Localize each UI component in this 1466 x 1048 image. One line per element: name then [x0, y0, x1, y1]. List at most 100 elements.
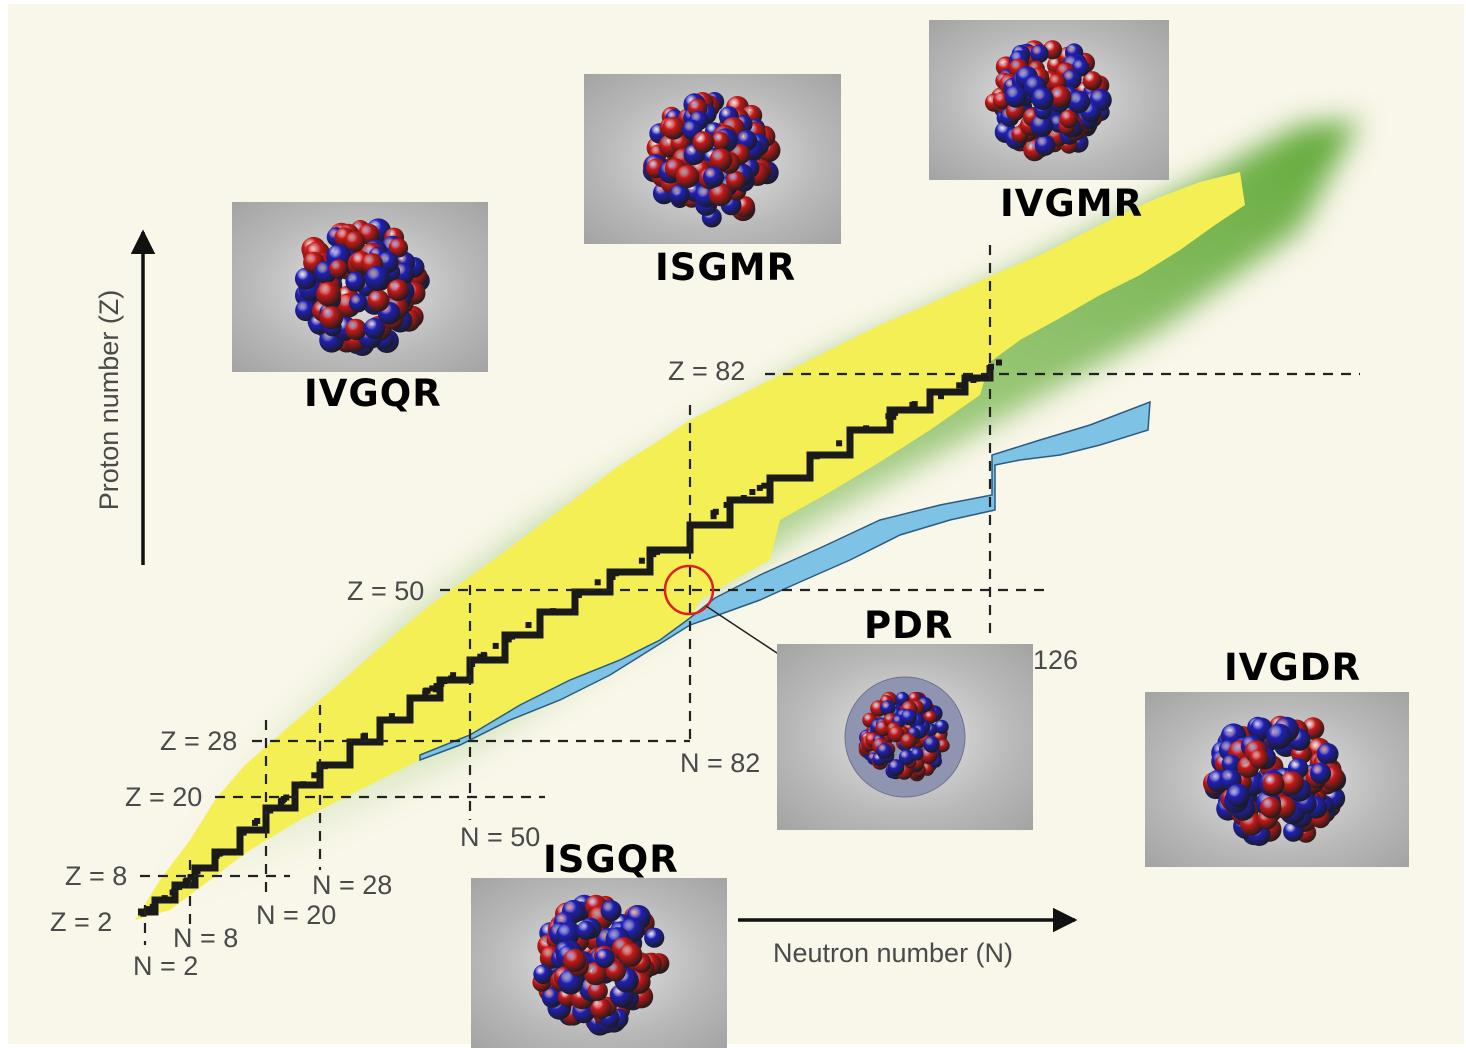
stable-isotope [813, 453, 820, 460]
stable-isotope-dots [140, 359, 1002, 917]
n20-label: N = 20 [256, 900, 336, 930]
stable-isotope [575, 592, 582, 598]
stable-isotope [194, 868, 201, 875]
pdr-nucleus-image [777, 644, 1033, 830]
neutron-sphere [1031, 87, 1054, 110]
isgmr-nucleus [642, 92, 781, 228]
stable-isotope [492, 642, 499, 649]
proton-sphere [388, 238, 409, 258]
stable-isotope [892, 409, 899, 416]
isgqr-nucleus [532, 894, 670, 1036]
n82-label: N = 82 [680, 748, 760, 778]
neutron-sphere [364, 265, 390, 291]
y-axis-label: Proton number (Z) [94, 290, 124, 511]
neutron-sphere [1221, 754, 1241, 774]
stable-isotope [505, 636, 512, 643]
proton-sphere [1279, 771, 1304, 796]
proton-sphere [1082, 71, 1102, 91]
stable-isotope [974, 375, 980, 382]
proton-sphere [618, 943, 643, 967]
stable-isotope [480, 651, 487, 658]
stable-isotope [525, 622, 532, 628]
ivgdr-nucleus-image [1145, 692, 1409, 867]
r-process-path [419, 400, 1151, 762]
stable-isotope [236, 832, 243, 839]
neutron-sphere [1030, 114, 1053, 137]
stable-isotope [149, 903, 156, 910]
stable-isotope [940, 388, 946, 395]
neutron-sphere [910, 747, 924, 761]
stable-isotope [438, 680, 445, 687]
proton-sphere [709, 148, 733, 171]
proton-sphere [590, 997, 612, 1019]
z20-label: Z = 20 [125, 782, 202, 812]
n126-label: 126 [1033, 645, 1078, 675]
neutron-sphere [880, 700, 896, 716]
stable-isotope [433, 683, 440, 690]
ivgmr-nucleus [984, 40, 1112, 162]
stable-isotope [956, 382, 963, 389]
stable-isotope [323, 762, 330, 769]
proton-sphere [387, 279, 409, 302]
proton-sphere [936, 739, 950, 752]
stable-isotope [388, 713, 395, 720]
highlight-circle [663, 564, 715, 616]
stable-isotope [146, 906, 152, 913]
stable-isotope [240, 829, 247, 836]
ivgdr-nucleus [1203, 715, 1347, 846]
stable-isotope [807, 456, 814, 463]
proton-sphere [1059, 109, 1078, 129]
stable-isotope [749, 489, 756, 495]
proton-sphere [316, 281, 341, 307]
stable-isotope [996, 359, 1002, 366]
stable-isotope [283, 794, 290, 801]
stable-isotope [299, 781, 306, 788]
neutron-sphere [1004, 85, 1028, 108]
stable-isotope [740, 495, 747, 501]
neutron-sphere [876, 743, 893, 759]
stable-isotope [450, 672, 457, 679]
neutron-sphere [1310, 762, 1332, 784]
proton-sphere [675, 164, 700, 188]
stable-isotope [609, 574, 616, 580]
stable-isotope [988, 363, 994, 370]
neutron-sphere [1316, 743, 1339, 765]
ivgdr-label: IVGDR [1224, 646, 1361, 689]
stable-isotope [710, 513, 717, 520]
pdr-leader-line [705, 605, 781, 656]
z28-label: Z = 28 [160, 726, 237, 756]
neutron-sphere [595, 948, 615, 968]
neutron-sphere [1266, 723, 1292, 750]
proton-sphere [605, 961, 626, 982]
stable-isotope [429, 685, 436, 692]
ivgqr-nucleus [294, 218, 430, 356]
proton-sphere [924, 710, 937, 724]
neutron-sphere [1226, 783, 1250, 808]
neutron-sphere [295, 299, 317, 322]
ivgmr-label: IVGMR [1000, 182, 1144, 225]
isgmr-label: ISGMR [655, 246, 797, 289]
stable-isotope [217, 850, 224, 856]
neutron-sphere [349, 293, 368, 313]
proton-sphere [1260, 796, 1282, 819]
isgmr-nucleus-image [584, 74, 841, 244]
stable-isotope [161, 895, 168, 902]
proton-sphere [584, 961, 608, 986]
proton-sphere [711, 131, 730, 151]
stable-isotope [182, 878, 189, 885]
neutron-sphere [345, 271, 366, 292]
proton-sphere [726, 170, 746, 191]
neutron-sphere [533, 964, 553, 985]
x-axis-label: Neutron number (N) [773, 938, 1013, 968]
stable-isotope [277, 798, 284, 805]
stable-isotope [594, 579, 601, 586]
proton-sphere [319, 306, 344, 330]
ivgqr-label: IVGQR [304, 372, 442, 415]
isgqr-nucleus-image [471, 878, 727, 1048]
stable-isotope [267, 807, 274, 814]
stable-isotope [422, 688, 429, 695]
neutron-sphere [1061, 69, 1082, 90]
stable-isotope [177, 882, 184, 889]
ivgqr-nucleus-image [232, 202, 488, 372]
stable-isotope [756, 484, 763, 491]
